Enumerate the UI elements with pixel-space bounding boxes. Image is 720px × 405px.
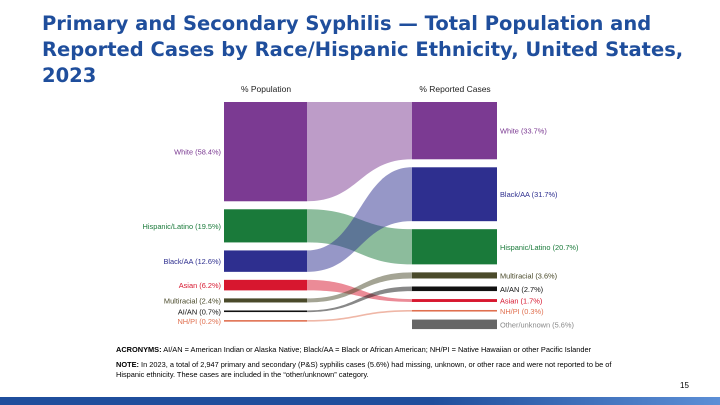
left-label-nhpi: NH/PI (0.2%) [177,317,221,326]
left-label-asian: Asian (6.2%) [179,281,221,290]
right-label-white: White (33.7%) [500,127,547,136]
flow-nhpi [307,309,412,322]
left-label-black: Black/AA (12.6%) [163,257,221,266]
flow-group [307,102,412,322]
right-label-multiracial: Multiracial (3.6%) [500,271,557,280]
right-label-other: Other/unknown (5.6%) [500,320,574,329]
right-bar-aian [412,286,497,292]
right-label-hispanic: Hispanic/Latino (20.7%) [500,243,578,252]
right-node-group: White (33.7%) Black/AA (31.7%) Hispanic/La… [412,102,578,329]
notes-block: ACRONYMS: AI/AN = American Indian or Ala… [116,345,616,385]
flow-asian [307,279,412,302]
right-label-nhpi: NH/PI (0.3%) [500,307,544,316]
page-title: Primary and Secondary Syphilis — Total P… [42,12,684,87]
left-bar-white [224,102,307,202]
left-bar-black [224,250,307,272]
right-bar-multiracial [412,272,497,279]
flow-white [307,102,412,202]
right-label-asian: Asian (1.7%) [500,297,542,306]
right-bar-asian [412,299,497,302]
right-axis-header: % Reported Cases [419,84,490,94]
left-bar-nhpi [224,320,307,322]
footnote: NOTE: In 2023, a total of 2,947 primary … [116,360,612,379]
left-label-aian: AI/AN (0.7%) [178,307,221,316]
acronyms-note: ACRONYMS: AI/AN = American Indian or Ala… [116,345,592,354]
right-bar-other [412,319,497,330]
footer-bar [0,397,720,405]
right-bar-white [412,102,497,160]
right-label-black: Black/AA (31.7%) [500,190,558,199]
left-label-multiracial: Multiracial (2.4%) [164,296,221,305]
left-bar-asian [224,279,307,291]
left-bar-multiracial [224,298,307,303]
sankey-chart: % Population % Reported Cases White (58.… [143,84,579,329]
left-bar-aian [224,310,307,313]
left-axis-header: % Population [241,84,291,94]
right-label-aian: AI/AN (2.7%) [500,285,543,294]
left-node-group: White (58.4%) Hispanic/Latino (19.5%) Blac… [143,102,307,326]
right-bar-nhpi [412,309,497,312]
right-bar-hispanic [412,229,497,265]
left-label-hispanic: Hispanic/Latino (19.5%) [143,222,221,231]
flow-aian [307,286,412,313]
page-number: 15 [680,381,689,390]
flow-multiracial [307,272,412,303]
right-bar-black [412,167,497,222]
left-label-white: White (58.4%) [174,148,221,157]
flow-black [307,167,412,272]
left-bar-hispanic [224,209,307,243]
